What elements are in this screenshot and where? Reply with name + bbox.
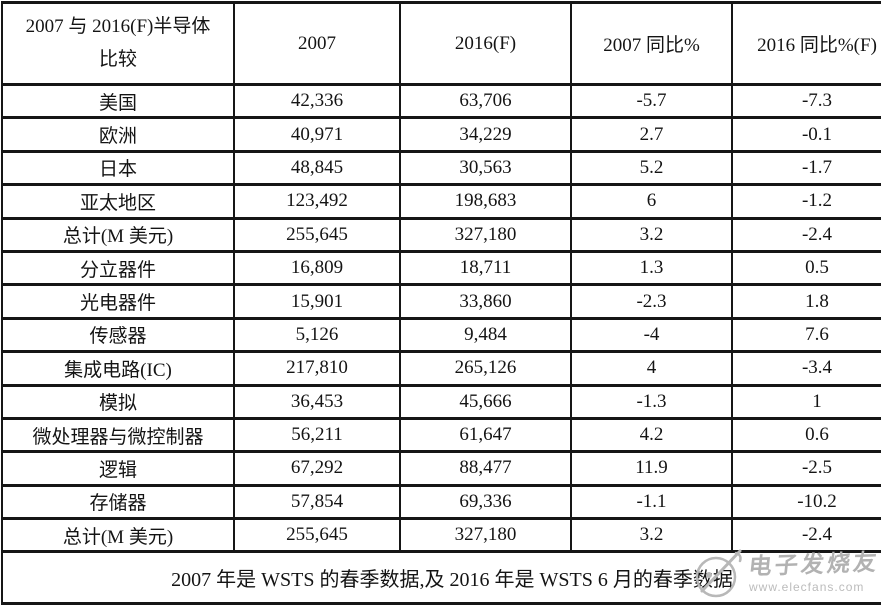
value-2016f: 34,229 [399, 116, 572, 153]
row-label: 欧洲 [1, 116, 235, 153]
value-2007: 5,126 [233, 316, 401, 354]
yoy-2016f: 7.6 [731, 316, 881, 354]
value-2007: 56,211 [233, 416, 401, 454]
table-row: 美国 42,336 63,706 -5.7 -7.3 [1, 82, 881, 120]
value-2007: 16,809 [233, 249, 401, 287]
yoy-2007: -1.3 [570, 383, 733, 420]
table-row: 总计(M 美元) 255,645 327,180 3.2 -2.4 [1, 216, 881, 253]
yoy-2007: 1.3 [570, 249, 733, 287]
value-2007: 40,971 [233, 116, 401, 153]
yoy-2007: 11.9 [570, 450, 733, 487]
table-row: 微处理器与微控制器 56,211 61,647 4.2 0.6 [1, 416, 881, 454]
yoy-2007: 4 [570, 350, 733, 387]
yoy-2016f: -0.1 [731, 116, 881, 153]
value-2016f: 18,711 [399, 249, 572, 287]
yoy-2016f: 1 [731, 383, 881, 420]
row-label: 逻辑 [1, 450, 235, 487]
value-2016f: 63,706 [399, 82, 572, 120]
row-label: 美国 [1, 82, 235, 120]
value-2007: 48,845 [233, 149, 401, 187]
yoy-2007: 6 [570, 183, 733, 220]
value-2016f: 265,126 [399, 350, 572, 387]
value-2016f: 9,484 [399, 316, 572, 354]
column-header-comparison: 2007 与 2016(F)半导体比较 [1, 1, 235, 86]
table-row: 逻辑 67,292 88,477 11.9 -2.5 [1, 450, 881, 487]
yoy-2016f: 0.6 [731, 416, 881, 454]
value-2016f: 61,647 [399, 416, 572, 454]
value-2007: 255,645 [233, 517, 401, 554]
value-2007: 255,645 [233, 216, 401, 253]
row-label: 模拟 [1, 383, 235, 420]
yoy-2016f: -10.2 [731, 483, 881, 521]
value-2016f: 88,477 [399, 450, 572, 487]
yoy-2007: 3.2 [570, 517, 733, 554]
row-label: 亚太地区 [1, 183, 235, 220]
row-label: 总计(M 美元) [1, 216, 235, 253]
value-2007: 217,810 [233, 350, 401, 387]
value-2016f: 198,683 [399, 183, 572, 220]
row-label: 日本 [1, 149, 235, 187]
yoy-2007: 5.2 [570, 149, 733, 187]
value-2007: 42,336 [233, 82, 401, 120]
table-row: 模拟 36,453 45,666 -1.3 1 [1, 383, 881, 420]
yoy-2016f: -2.5 [731, 450, 881, 487]
table-row: 光电器件 15,901 33,860 -2.3 1.8 [1, 283, 881, 320]
yoy-2016f: 0.5 [731, 249, 881, 287]
row-label: 存储器 [1, 483, 235, 521]
header-row: 2007 与 2016(F)半导体比较 2007 2016(F) 2007 同比… [1, 1, 881, 86]
row-label: 光电器件 [1, 283, 235, 320]
yoy-2007: 2.7 [570, 116, 733, 153]
yoy-2007: -2.3 [570, 283, 733, 320]
value-2016f: 69,336 [399, 483, 572, 521]
table-row: 亚太地区 123,492 198,683 6 -1.2 [1, 183, 881, 220]
column-header-2007: 2007 [233, 1, 401, 86]
value-2016f: 327,180 [399, 517, 572, 554]
value-2007: 36,453 [233, 383, 401, 420]
yoy-2007: 3.2 [570, 216, 733, 253]
footnote-row: 2007 年是 WSTS 的春季数据,及 2016 年是 WSTS 6 月的春季… [1, 550, 881, 606]
value-2016f: 327,180 [399, 216, 572, 253]
table-header: 2007 与 2016(F)半导体比较 2007 2016(F) 2007 同比… [1, 1, 881, 86]
value-2016f: 33,860 [399, 283, 572, 320]
column-header-yoy-2016f: 2016 同比%(F) [731, 1, 881, 86]
row-label: 分立器件 [1, 249, 235, 287]
table-row: 分立器件 16,809 18,711 1.3 0.5 [1, 249, 881, 287]
table-body: 美国 42,336 63,706 -5.7 -7.3 欧洲 40,971 34,… [1, 82, 881, 554]
yoy-2016f: -3.4 [731, 350, 881, 387]
footnote-text: 2007 年是 WSTS 的春季数据,及 2016 年是 WSTS 6 月的春季… [1, 550, 881, 606]
yoy-2007: -5.7 [570, 82, 733, 120]
table-row: 集成电路(IC) 217,810 265,126 4 -3.4 [1, 350, 881, 387]
yoy-2016f: 1.8 [731, 283, 881, 320]
row-label: 集成电路(IC) [1, 350, 235, 387]
yoy-2016f: -1.2 [731, 183, 881, 220]
table-footer: 2007 年是 WSTS 的春季数据,及 2016 年是 WSTS 6 月的春季… [1, 550, 881, 606]
column-header-yoy-2007: 2007 同比% [570, 1, 733, 86]
column-header-2016f: 2016(F) [399, 1, 572, 86]
yoy-2016f: -7.3 [731, 82, 881, 120]
value-2016f: 30,563 [399, 149, 572, 187]
value-2007: 123,492 [233, 183, 401, 220]
yoy-2007: -4 [570, 316, 733, 354]
table-row: 日本 48,845 30,563 5.2 -1.7 [1, 149, 881, 187]
yoy-2016f: -2.4 [731, 517, 881, 554]
table-row: 存储器 57,854 69,336 -1.1 -10.2 [1, 483, 881, 521]
value-2007: 57,854 [233, 483, 401, 521]
value-2007: 67,292 [233, 450, 401, 487]
row-label: 总计(M 美元) [1, 517, 235, 554]
yoy-2007: 4.2 [570, 416, 733, 454]
yoy-2007: -1.1 [570, 483, 733, 521]
row-label: 传感器 [1, 316, 235, 354]
table-row: 传感器 5,126 9,484 -4 7.6 [1, 316, 881, 354]
yoy-2016f: -2.4 [731, 216, 881, 253]
yoy-2016f: -1.7 [731, 149, 881, 187]
value-2016f: 45,666 [399, 383, 572, 420]
value-2007: 15,901 [233, 283, 401, 320]
table-row: 总计(M 美元) 255,645 327,180 3.2 -2.4 [1, 517, 881, 554]
table-row: 欧洲 40,971 34,229 2.7 -0.1 [1, 116, 881, 153]
row-label: 微处理器与微控制器 [1, 416, 235, 454]
